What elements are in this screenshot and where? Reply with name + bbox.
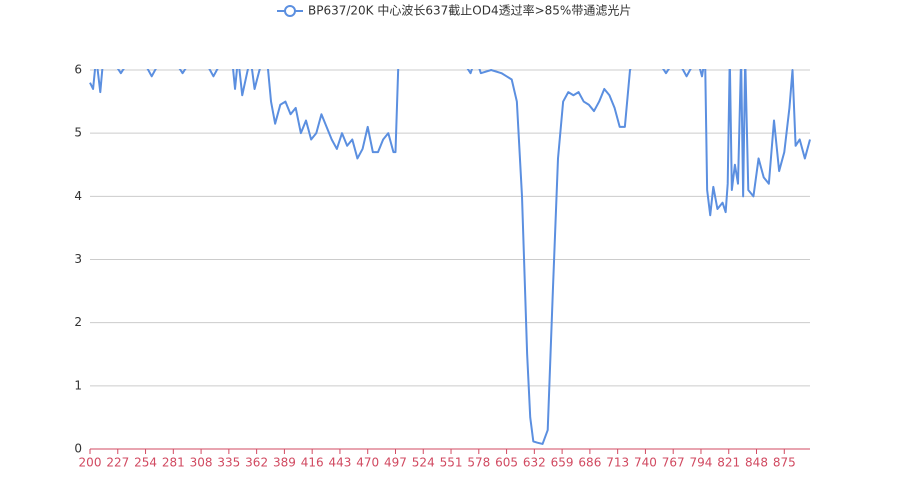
x-tick-label: 227 — [106, 456, 129, 470]
x-tick-label: 605 — [495, 456, 518, 470]
y-tick-label: 1 — [74, 378, 82, 392]
x-tick-label: 848 — [745, 456, 768, 470]
series-line — [89, 69, 811, 445]
legend-item: BP637/20K 中心波长637截止OD4透过率>85%带通滤光片 — [277, 3, 631, 18]
x-tick-label: 443 — [328, 456, 351, 470]
x-tick-label: 497 — [384, 456, 407, 470]
x-tick-label: 524 — [412, 456, 435, 470]
x-tick-label: 659 — [551, 456, 574, 470]
x-tick-label: 200 — [79, 456, 102, 470]
legend-label: BP637/20K 中心波长637截止OD4透过率>85%带通滤光片 — [308, 3, 631, 18]
y-tick-label: 2 — [74, 315, 82, 329]
x-tick-label: 632 — [523, 456, 546, 470]
x-tick-label: 416 — [301, 456, 324, 470]
x-tick-label: 254 — [134, 456, 157, 470]
y-tick-label: 3 — [74, 252, 82, 266]
x-tick-label: 740 — [634, 456, 657, 470]
x-tick-label: 875 — [773, 456, 796, 470]
x-tick-label: 767 — [662, 456, 685, 470]
plot-area — [89, 69, 811, 445]
y-tick-label: 0 — [74, 442, 82, 456]
x-tick-label: 389 — [273, 456, 296, 470]
x-tick-label: 794 — [690, 456, 713, 470]
y-tick-label: 5 — [74, 126, 82, 140]
x-tick-label: 551 — [440, 456, 463, 470]
x-tick-label: 713 — [606, 456, 629, 470]
x-tick-label: 308 — [190, 456, 213, 470]
x-tick-label: 335 — [217, 456, 240, 470]
x-tick-label: 686 — [578, 456, 601, 470]
x-tick-label: 281 — [162, 456, 185, 470]
x-tick-label: 578 — [467, 456, 490, 470]
y-tick-label: 4 — [74, 189, 82, 203]
y-tick-label: 6 — [74, 63, 82, 77]
legend-symbol — [284, 5, 296, 17]
x-tick-label: 470 — [356, 456, 379, 470]
x-tick-label: 362 — [245, 456, 268, 470]
x-tick-label: 821 — [717, 456, 740, 470]
